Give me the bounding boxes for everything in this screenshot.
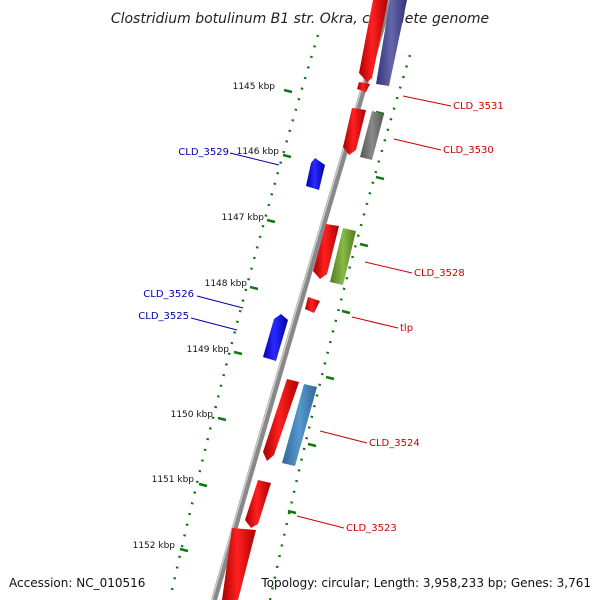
feature-steel[interactable] <box>282 384 317 466</box>
forward-gene-feature[interactable] <box>263 379 299 461</box>
gene-label-right[interactable]: CLD_3530 <box>443 145 494 156</box>
forward-gene-feature[interactable] <box>222 528 256 600</box>
tick-label: 1152 kbp <box>133 541 176 551</box>
tick-label: 1145 kbp <box>233 82 276 92</box>
forward-gene-feature[interactable] <box>357 82 370 92</box>
tick-label: 1146 kbp <box>237 147 280 157</box>
reverse-gene-feature[interactable] <box>263 314 288 361</box>
tick-label: 1151 kbp <box>152 475 195 485</box>
gene-label-right[interactable]: CLD_3524 <box>369 438 420 449</box>
forward-gene-feature[interactable] <box>359 0 388 82</box>
feature-gray[interactable] <box>360 111 384 160</box>
map-title: Clostridium botulinum B1 str. Okra, comp… <box>111 11 489 27</box>
gene-label-right[interactable]: CLD_3531 <box>453 101 504 112</box>
gene-label-left[interactable]: CLD_3525 <box>138 311 189 322</box>
feature-purple[interactable] <box>376 0 407 86</box>
outer-tick-ring <box>268 54 412 600</box>
forward-gene-feature[interactable] <box>313 224 339 279</box>
feature-olive[interactable] <box>330 228 356 285</box>
forward-gene-feature[interactable] <box>245 480 271 528</box>
forward-gene-feature[interactable] <box>305 297 320 313</box>
tick-label: 1150 kbp <box>171 410 214 420</box>
gene-label-left[interactable]: CLD_3526 <box>143 289 194 300</box>
inner-tick-ring <box>170 34 320 591</box>
reverse-gene-feature[interactable] <box>306 158 325 190</box>
gene-label-right[interactable]: CLD_3528 <box>414 268 465 279</box>
reverse-cds-track <box>263 158 325 361</box>
gene-label-left[interactable]: CLD_3529 <box>178 147 229 158</box>
right-leaders <box>296 95 452 529</box>
accession-text: Accession: NC_010516 <box>9 576 145 590</box>
tick-label: 1148 kbp <box>205 279 248 289</box>
forward-gene-feature[interactable] <box>343 108 366 155</box>
inner-major-ticks <box>179 88 293 553</box>
topology-text: Topology: circular; Length: 3,958,233 bp… <box>260 576 591 590</box>
tick-label: 1149 kbp <box>187 345 230 355</box>
tick-label: 1147 kbp <box>222 213 265 223</box>
left-leaders <box>190 152 280 331</box>
gene-label-right[interactable]: CLD_3523 <box>346 523 397 534</box>
forward-cds-track <box>222 0 388 600</box>
gene-label-right[interactable]: tlp <box>400 323 413 334</box>
